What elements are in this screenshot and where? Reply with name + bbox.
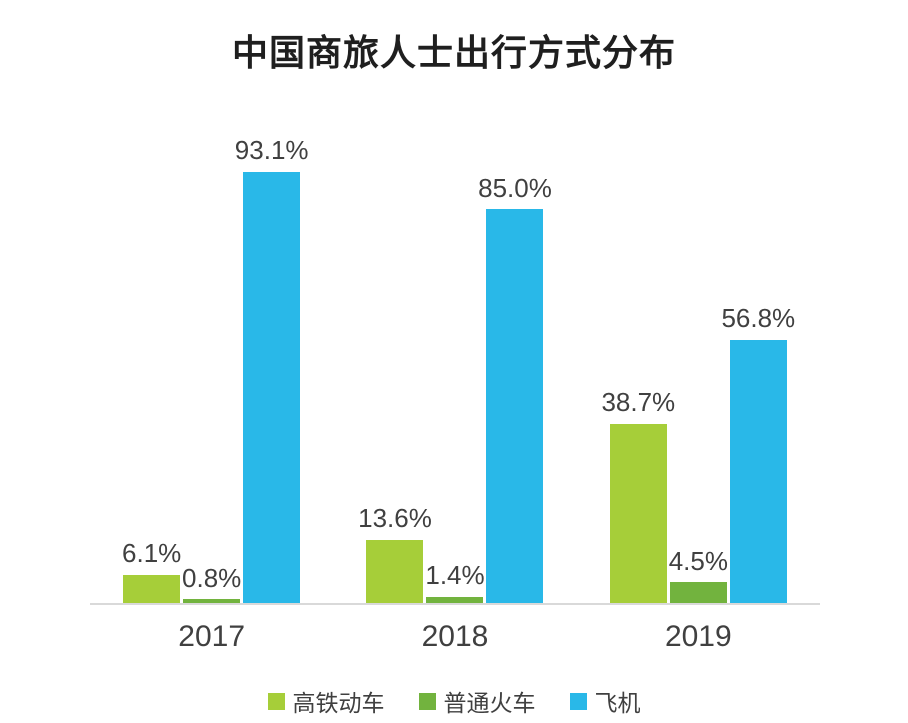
- plot-area: 6.1% 0.8% 93.1% 13.6% 1.4% 85.0% 38.7% 4.5% 56.8…: [90, 136, 820, 605]
- bar-airplane-2018: [486, 209, 544, 603]
- legend-item-high-speed-rail: 高铁动车: [267, 684, 385, 718]
- x-axis-label-2019: 2019: [664, 620, 732, 653]
- bar-value-label-airplane-2019: 56.8%: [721, 303, 796, 334]
- bar-col-airplane-2017: 93.1%: [235, 136, 309, 603]
- legend: 高铁动车 普通火车 飞机: [0, 684, 908, 718]
- x-axis-label-2017: 2017: [178, 620, 246, 653]
- bar-group-2017: 6.1% 0.8% 93.1%: [122, 136, 309, 603]
- x-axis-label-2018: 2018: [421, 620, 489, 653]
- chart-title: 中国商旅人士出行方式分布: [231, 32, 676, 73]
- legend-item-airplane: 飞机: [569, 684, 641, 718]
- bar-value-label-ordinary-train-2017: 0.8%: [182, 562, 242, 593]
- bar-value-label-airplane-2018: 85.0%: [478, 172, 552, 203]
- bar-col-high-speed-rail-2019: 38.7%: [601, 388, 675, 603]
- bar-ordinary-train-2019: [669, 582, 727, 603]
- bar-ordinary-train-2017: [183, 599, 241, 603]
- bar-value-label-ordinary-train-2018: 1.4%: [425, 559, 485, 590]
- bar-high-speed-rail-2018: [366, 540, 424, 603]
- legend-label-ordinary-train: 普通火车: [443, 690, 536, 716]
- legend-swatch-ordinary-train: [418, 692, 436, 710]
- bar-airplane-2019: [729, 340, 787, 603]
- bar-col-ordinary-train-2017: 0.8%: [182, 562, 242, 603]
- legend-item-ordinary-train: 普通火车: [418, 684, 536, 718]
- bar-high-speed-rail-2017: [123, 574, 181, 603]
- legend-swatch-high-speed-rail: [267, 692, 285, 710]
- legend-label-high-speed-rail: 高铁动车: [292, 690, 385, 716]
- bar-value-label-high-speed-rail-2019: 38.7%: [601, 387, 676, 418]
- bar-group-2019: 38.7% 4.5% 56.8%: [601, 304, 795, 603]
- bar-value-label-ordinary-train-2019: 4.5%: [668, 545, 728, 576]
- bar-ordinary-train-2018: [426, 596, 484, 603]
- bar-col-airplane-2018: 85.0%: [478, 174, 552, 603]
- legend-label-airplane: 飞机: [594, 690, 641, 716]
- bar-col-ordinary-train-2018: 1.4%: [425, 559, 485, 603]
- bar-col-ordinary-train-2019: 4.5%: [668, 545, 728, 603]
- bar-col-airplane-2019: 56.8%: [721, 304, 795, 603]
- bar-col-high-speed-rail-2018: 13.6%: [358, 504, 432, 603]
- bar-value-label-airplane-2017: 93.1%: [234, 135, 309, 166]
- bar-airplane-2017: [243, 171, 301, 603]
- x-axis: 2017 2018 2019: [90, 620, 820, 654]
- bar-value-label-high-speed-rail-2017: 6.1%: [122, 538, 182, 569]
- bar-col-high-speed-rail-2017: 6.1%: [122, 538, 182, 603]
- bar-high-speed-rail-2019: [609, 423, 667, 603]
- bar-group-2018: 13.6% 1.4% 85.0%: [358, 174, 552, 603]
- legend-swatch-airplane: [569, 692, 587, 710]
- bar-value-label-high-speed-rail-2018: 13.6%: [358, 503, 432, 534]
